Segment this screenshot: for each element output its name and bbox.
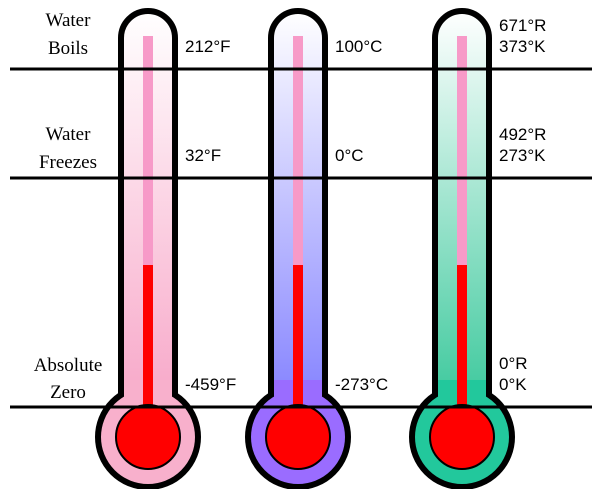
temperature-label: 32°F <box>185 146 221 165</box>
temperature-label: 373°K <box>499 37 546 56</box>
mercury <box>143 265 153 415</box>
row-label: Boils <box>48 38 88 59</box>
bulb-mercury <box>116 405 180 469</box>
temperature-label: 0°K <box>499 375 527 394</box>
diagram: 212°F 32°F -459°F 100°C 0°C -273°C 671°R 373°K 4… <box>0 0 592 489</box>
temperature-label: -273°C <box>335 375 388 394</box>
bulb-mercury <box>266 405 330 469</box>
row-label: Water <box>46 124 92 145</box>
row-label: Absolute <box>34 355 103 376</box>
row-label: Water <box>46 10 92 31</box>
temperature-label: 100°C <box>335 37 382 56</box>
temperature-label: 0°R <box>499 354 528 373</box>
temperature-label: -459°F <box>185 375 236 394</box>
temperature-label: 0°C <box>335 146 364 165</box>
temperature-label: 273°K <box>499 146 546 165</box>
mercury <box>293 265 303 415</box>
mercury <box>457 265 467 415</box>
temperature-label: 212°F <box>185 37 231 56</box>
temperature-label: 492°R <box>499 125 546 144</box>
row-label: Freezes <box>39 152 97 173</box>
bulb-mercury <box>430 405 494 469</box>
temperature-label: 671°R <box>499 16 546 35</box>
row-label: Zero <box>50 382 86 403</box>
